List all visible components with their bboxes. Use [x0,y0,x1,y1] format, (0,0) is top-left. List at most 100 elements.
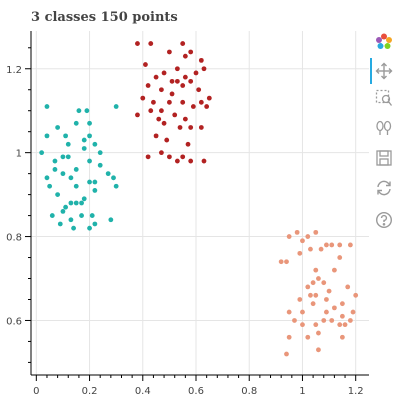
data-point-series-3 [316,347,321,353]
data-point-series-1 [73,183,79,189]
data-point-series-3 [284,351,289,357]
data-point-series-2 [166,154,172,160]
data-point-series-1 [87,120,92,126]
data-point-series-2 [174,78,180,84]
data-point-series-3 [305,334,311,340]
data-point-series-3 [305,284,311,290]
data-point-series-2 [193,70,199,76]
data-point-series-3 [339,313,345,319]
data-point-series-3 [332,305,337,311]
data-points [39,41,359,357]
save-icon[interactable] [372,146,396,170]
data-point-series-3 [278,259,284,265]
data-point-series-2 [206,95,212,101]
data-point-series-3 [337,255,343,260]
data-point-series-3 [339,334,345,340]
data-point-series-3 [345,284,351,290]
data-point-series-2 [180,99,186,105]
data-point-series-2 [188,158,194,164]
data-point-series-3 [329,318,335,323]
y-tick-label: 1 [16,149,22,160]
data-point-series-2 [204,104,210,109]
data-point-series-3 [284,259,289,265]
grid-lines [31,31,369,375]
data-point-series-3 [300,322,305,328]
reset-icon[interactable] [372,176,396,200]
data-point-series-3 [313,292,319,298]
data-point-series-2 [180,154,186,160]
y-tick-label: 0.8 [6,233,22,244]
data-point-series-3 [294,229,300,235]
data-point-series-3 [339,301,345,307]
data-point-series-1 [63,133,68,139]
data-point-series-1 [76,108,82,114]
data-point-series-3 [329,242,335,248]
box-zoom-icon[interactable] [372,86,396,110]
data-point-series-1 [49,213,55,218]
y-tick-label: 0.6 [6,316,22,327]
chart-title: 3 classes 150 points [31,10,178,25]
data-point-series-1 [92,188,98,193]
data-point-series-3 [310,280,316,286]
data-point-series-1 [87,179,92,185]
wheel-zoom-icon[interactable] [372,116,396,140]
data-point-series-1 [108,217,114,223]
data-point-series-1 [92,141,98,147]
data-point-series-1 [81,196,87,202]
data-point-series-2 [174,66,180,72]
data-point-series-2 [198,125,204,130]
data-point-series-1 [87,133,92,139]
data-point-series-1 [105,171,111,177]
data-point-series-2 [153,74,159,80]
data-point-series-3 [353,292,359,298]
axes: 0 0.2 0.4 0.6 0.8 1 1.2 0.6 0.8 1 1.2 [6,31,369,397]
toolbar [368,28,400,268]
data-point-series-2 [182,74,188,80]
data-point-series-1 [92,221,98,227]
data-point-series-3 [305,234,311,239]
data-point-series-2 [180,83,186,88]
data-point-series-3 [313,229,319,235]
data-point-series-3 [321,318,327,323]
data-point-series-1 [68,217,74,223]
data-point-series-1 [65,154,71,160]
data-point-series-2 [198,99,204,105]
x-tick-label: 0.4 [135,386,151,397]
data-point-series-3 [324,297,329,302]
x-tick-label: 0.2 [82,386,98,397]
data-point-series-1 [55,192,61,198]
data-point-series-3 [337,242,343,248]
help-icon[interactable] [372,208,396,232]
bokeh-logo-icon[interactable] [372,30,396,54]
data-point-series-1 [71,225,76,231]
data-point-series-2 [169,78,175,84]
data-point-series-3 [308,292,313,298]
data-point-series-2 [177,125,183,130]
data-point-series-2 [198,57,204,63]
data-point-series-1 [52,158,58,164]
data-point-series-1 [44,104,50,109]
data-point-series-3 [326,288,332,294]
data-point-series-3 [342,322,348,328]
y-tick-label: 1.2 [6,65,22,76]
data-point-series-2 [159,87,164,93]
data-point-series-3 [321,280,327,286]
data-point-series-2 [188,125,194,130]
data-point-series-2 [166,49,172,55]
data-point-series-1 [68,175,74,181]
data-point-series-2 [185,141,191,147]
x-tick-label: 0 [33,386,39,397]
data-point-series-1 [87,225,92,231]
data-point-series-1 [68,200,74,206]
data-point-series-2 [159,108,164,114]
data-point-series-1 [73,120,79,126]
data-point-series-1 [57,221,63,227]
data-point-series-1 [60,171,66,177]
data-point-series-1 [73,167,79,172]
data-point-series-2 [188,78,194,84]
data-point-series-1 [81,137,87,143]
data-point-series-1 [55,125,61,130]
pan-icon[interactable] [372,59,396,83]
data-point-series-1 [73,200,79,206]
